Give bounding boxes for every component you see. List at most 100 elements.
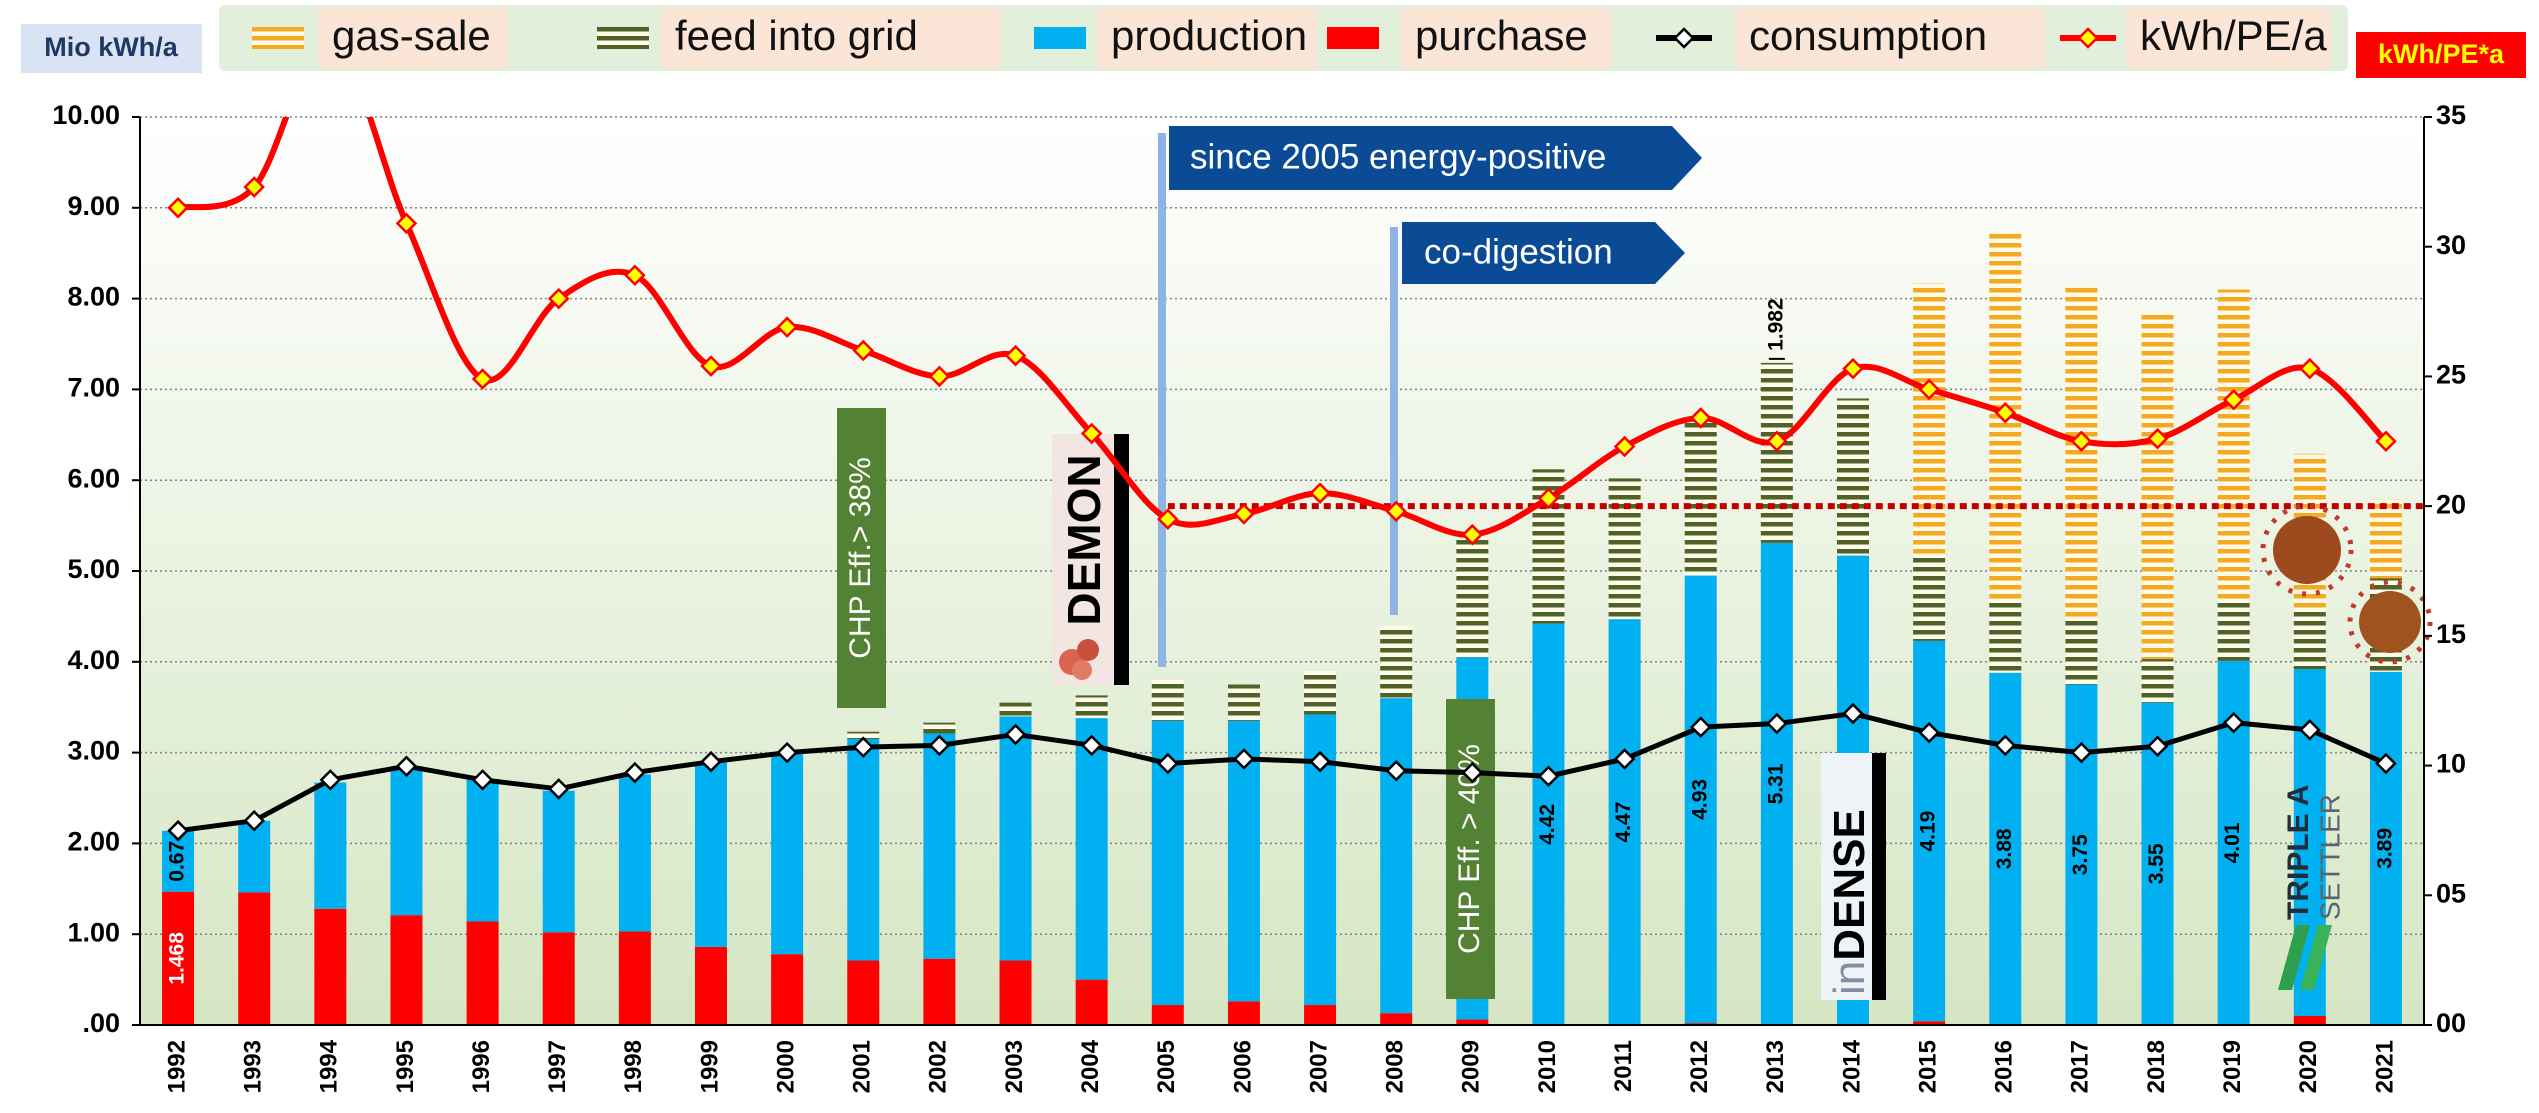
bar-segment (390, 915, 423, 1025)
y-label: Mio kWh/a (44, 32, 178, 62)
legend-text-bg (1097, 8, 1317, 68)
bar-segment (618, 931, 651, 1025)
legend-marker (1673, 27, 1695, 49)
x-tick-label: 1996 (468, 1040, 495, 1093)
bar-segment (238, 892, 271, 1025)
line-marker (1080, 422, 1103, 445)
y-tick-label: 5.00 (67, 554, 120, 584)
legend-label: gas-sale (332, 12, 491, 59)
y2-tick-label: 00 (2436, 1008, 2466, 1038)
bar-segment (466, 778, 499, 922)
y2-tick-label: 10 (2436, 749, 2466, 779)
bar-segment (923, 733, 956, 959)
bar-segment (923, 958, 956, 1025)
bar-segment (923, 722, 956, 734)
virus-icon (2260, 503, 2354, 597)
legend-swatch (252, 27, 304, 49)
legend-label: consumption (1749, 12, 1987, 59)
line-marker (319, 769, 342, 791)
logo-text: in (1825, 961, 1874, 995)
line-marker (1766, 430, 1788, 453)
x-tick-label: 2012 (1686, 1040, 1713, 1093)
x-tick-label: 2014 (1838, 1039, 1865, 1093)
x-tick-label: 2018 (2143, 1040, 2170, 1093)
bar-segment (390, 766, 423, 916)
bar-segment (1151, 679, 1184, 721)
line-marker (2070, 741, 2093, 764)
y-tick-label: 10.00 (52, 100, 120, 130)
line-marker (2146, 735, 2169, 758)
x-tick-label: 2020 (2295, 1040, 2322, 1093)
bar-segment (314, 908, 347, 1025)
bar-segment (1608, 478, 1641, 620)
line-layer (167, 117, 2424, 842)
virus-icon (2347, 579, 2433, 665)
bar-segment (162, 891, 195, 1025)
line-marker (471, 368, 494, 390)
bar-segment (1532, 623, 1565, 1025)
x-tick-label: 2010 (1534, 1040, 1561, 1093)
line-marker (1918, 721, 1940, 744)
line-marker (471, 769, 494, 791)
data-label: 3.55 (2145, 843, 2168, 884)
x-tick-label: 1993 (240, 1040, 267, 1093)
x-tick-label: 2013 (1762, 1040, 1789, 1093)
x-tick-label: 2017 (2067, 1040, 2094, 1093)
annotation: CHP Eff.> 38% (844, 457, 877, 659)
bar-segment (1684, 421, 1717, 576)
line-marker (1613, 435, 1636, 458)
bar-segment (1380, 1013, 1413, 1025)
data-label: 3.88 (1993, 828, 2016, 869)
x-tick-label: 1994 (316, 1039, 343, 1093)
bar-segment (999, 702, 1032, 717)
x-tick-label: 2011 (1610, 1040, 1637, 1092)
line-marker (1918, 378, 1940, 401)
x-tick-label: 2021 (2371, 1040, 2398, 1093)
line-marker (2375, 752, 2397, 775)
annotation-box (837, 408, 886, 708)
line-marker (1385, 500, 1407, 523)
bar-segment (618, 774, 651, 932)
virus-body (2273, 516, 2341, 584)
bar-segment (542, 790, 575, 933)
line-marker (2070, 430, 2093, 453)
annotation: since 2005 energy-positive (1190, 137, 1606, 176)
bar-segment (1304, 1005, 1337, 1025)
bar-segment (238, 820, 271, 893)
bar-segment (1151, 1005, 1184, 1025)
legend-label: purchase (1415, 12, 1588, 59)
y2-tick-label: 30 (2436, 230, 2466, 260)
line-marker (1233, 503, 1255, 525)
data-label: 4.47 (1612, 802, 1635, 843)
bar-segment (1227, 1001, 1260, 1025)
line-marker (1766, 712, 1788, 735)
annotation-banner (1169, 126, 1702, 190)
data-label: 4.93 (1688, 779, 1711, 820)
y-tick-label: 9.00 (67, 191, 120, 221)
line-marker (1157, 508, 1179, 530)
y2-label-box (2356, 32, 2526, 78)
logo-shape (2300, 925, 2332, 990)
legend-text-bg (2126, 8, 2331, 68)
line-marker (243, 176, 265, 198)
line-marker (1004, 344, 1027, 367)
bar-segment (2369, 671, 2402, 1025)
line-marker (1309, 482, 1331, 504)
bar-segment (1608, 619, 1641, 1025)
bar-segment (1913, 640, 1946, 1022)
x-tick-label: 2001 (849, 1040, 876, 1093)
line-marker (1994, 734, 2017, 757)
bar-segment (2141, 311, 2174, 660)
bar-segment (2369, 499, 2402, 579)
bar-segment (1989, 600, 2022, 673)
bar-segment (1304, 670, 1337, 715)
x-tick-label: 1997 (544, 1040, 571, 1093)
bar-segment (1075, 718, 1108, 980)
line-marker (776, 741, 798, 764)
annotation-box (1446, 699, 1495, 999)
legend-text-bg (318, 8, 508, 68)
line-marker (2299, 719, 2321, 741)
line-marker (1309, 750, 1331, 773)
bar-segment (1760, 542, 1793, 1025)
